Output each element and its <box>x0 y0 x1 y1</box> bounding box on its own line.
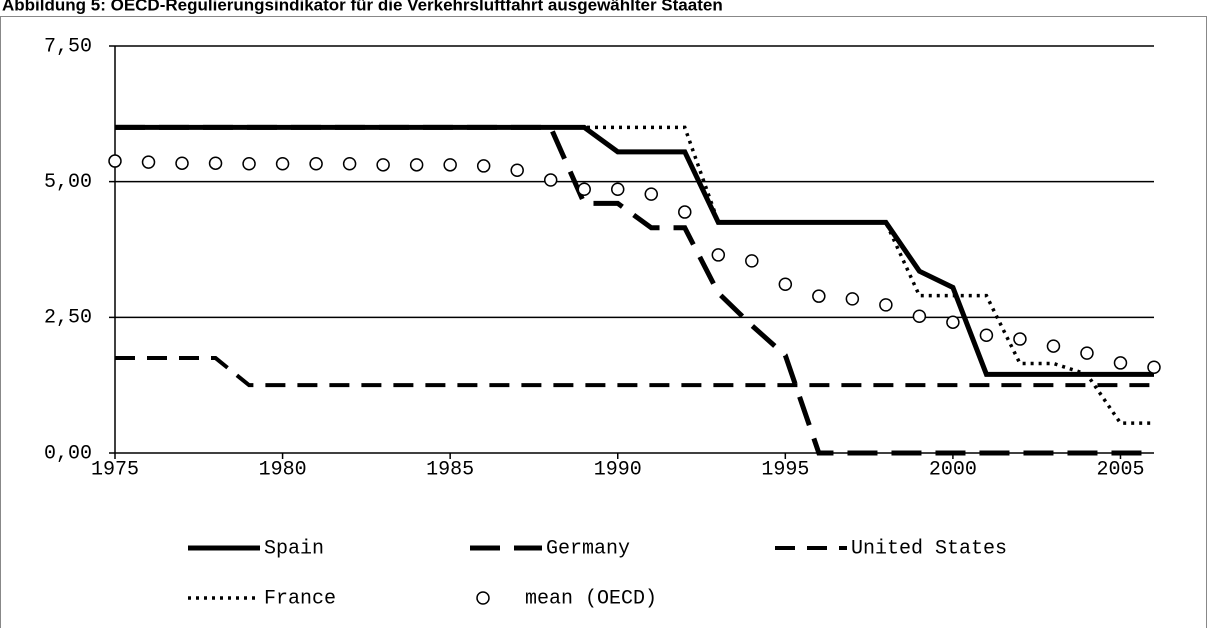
y-tick-label: 0,00 <box>44 442 92 465</box>
x-tick-label: 2000 <box>929 458 977 481</box>
legend-label: France <box>264 587 336 610</box>
legend-label: Spain <box>264 537 324 560</box>
mean-marker <box>476 159 491 173</box>
mean-marker <box>1013 332 1027 346</box>
mean-marker <box>812 289 826 303</box>
mean-marker <box>879 298 893 312</box>
x-tick-label: 2005 <box>1096 458 1144 481</box>
mean-marker <box>610 182 625 197</box>
mean-marker <box>946 315 960 329</box>
mean-marker <box>510 163 524 178</box>
y-tick-label: 2,50 <box>44 307 92 330</box>
series-line <box>115 124 1154 377</box>
mean-marker <box>577 182 591 197</box>
mean-marker <box>1046 339 1061 353</box>
mean-marker <box>1080 346 1094 360</box>
mean-marker <box>108 154 122 168</box>
series-line <box>115 124 1154 456</box>
mean-marker <box>845 292 860 306</box>
mean-marker <box>376 158 390 172</box>
x-tick-label: 1990 <box>594 458 642 481</box>
y-tick-label: 7,50 <box>44 35 92 58</box>
mean-marker <box>309 157 323 171</box>
mean-marker <box>1147 360 1161 375</box>
mean-marker <box>711 248 726 262</box>
mean-marker <box>912 309 927 323</box>
mean-marker <box>778 277 793 291</box>
mean-marker <box>644 187 659 201</box>
series-line <box>115 356 1154 388</box>
mean-marker <box>678 205 692 219</box>
mean-marker <box>979 328 994 342</box>
x-tick-label: 1985 <box>426 458 474 481</box>
legend-label: Germany <box>546 537 630 560</box>
mean-marker <box>208 156 223 170</box>
legend-marker <box>476 591 490 605</box>
mean-marker <box>141 155 156 169</box>
x-tick-label: 1995 <box>761 458 809 481</box>
frame <box>0 16 1207 628</box>
mean-marker <box>745 254 759 268</box>
x-tick-label: 1975 <box>91 458 139 481</box>
mean-marker <box>242 157 256 171</box>
x-tick-label: 1980 <box>259 458 307 481</box>
legend-label: United States <box>851 537 1007 560</box>
mean-marker <box>409 158 424 172</box>
mean-marker <box>275 157 290 171</box>
mean-marker <box>543 173 558 187</box>
mean-marker <box>175 156 189 170</box>
chart-title: Abbildung 5: OECD-Regulierungsindikator … <box>2 0 723 14</box>
mean-marker <box>1113 356 1128 370</box>
series-line <box>115 125 1154 425</box>
mean-marker <box>443 158 457 172</box>
y-tick-label: 5,00 <box>44 171 92 194</box>
legend-label: mean (OECD) <box>525 587 657 610</box>
mean-marker <box>342 157 357 171</box>
